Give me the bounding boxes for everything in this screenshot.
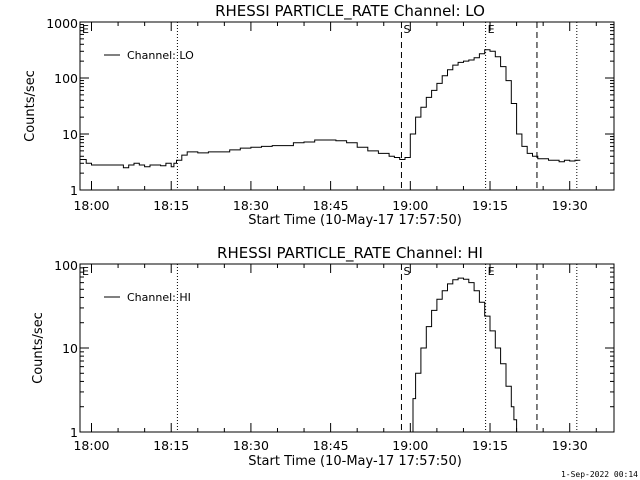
x-tick-label: 18:00 xyxy=(73,198,109,213)
legend-label: Channel: HI xyxy=(127,291,191,304)
y-tick-label: 1 xyxy=(70,425,78,440)
y-tick-label: 1 xyxy=(70,183,78,198)
timestamp-label: 1-Sep-2022 00:14 xyxy=(561,470,638,479)
chart-panel-2: RHESSI PARTICLE_RATE Channel: HI 1 10 100 Co… xyxy=(31,244,615,469)
x-tick-label: 19:00 xyxy=(392,438,428,453)
y-axis-label: Counts/sec xyxy=(23,70,38,142)
marker-label: E xyxy=(82,23,89,36)
plot-frame xyxy=(79,263,615,433)
chart-title: RHESSI PARTICLE_RATE Channel: LO xyxy=(215,2,485,21)
x-tick-label: 18:15 xyxy=(153,198,189,213)
chart-panel-1: RHESSI PARTICLE_RATE Channel: LO 1 10 100 10… xyxy=(23,2,615,228)
chart-title: RHESSI PARTICLE_RATE Channel: HI xyxy=(217,244,483,263)
y-tick-label: 100 xyxy=(54,71,78,86)
x-tick-label: 19:00 xyxy=(392,198,428,213)
series-line-channel-lo xyxy=(80,49,581,169)
x-tick-label: 18:45 xyxy=(313,198,349,213)
x-tick-label: 18:15 xyxy=(153,438,189,453)
x-tick-label: 18:00 xyxy=(73,438,109,453)
marker-label: E xyxy=(82,265,89,278)
x-tick-label: 18:30 xyxy=(233,438,269,453)
x-tick-label: 19:30 xyxy=(552,198,588,213)
x-tick-label: 19:15 xyxy=(472,438,508,453)
y-tick-label: 10 xyxy=(62,341,78,356)
x-tick-label: 19:15 xyxy=(472,198,508,213)
marker-label: S xyxy=(403,265,410,278)
y-tick-label: 1000 xyxy=(46,16,78,31)
legend-label: Channel: LO xyxy=(127,49,194,62)
marker-label: E xyxy=(488,265,495,278)
marker-label: E xyxy=(488,23,495,36)
x-tick-label: 18:45 xyxy=(313,438,349,453)
y-axis-label: Counts/sec xyxy=(31,312,46,384)
y-tick-label: 10 xyxy=(62,127,78,142)
x-axis-label: Start Time (10-May-17 17:57:50) xyxy=(248,213,462,228)
x-axis-label: Start Time (10-May-17 17:57:50) xyxy=(248,454,462,469)
marker-label: S xyxy=(403,23,410,36)
x-tick-label: 18:30 xyxy=(233,198,269,213)
x-tick-label: 19:30 xyxy=(552,438,588,453)
y-tick-label: 100 xyxy=(54,258,78,273)
series-line-channel-hi xyxy=(410,277,518,432)
